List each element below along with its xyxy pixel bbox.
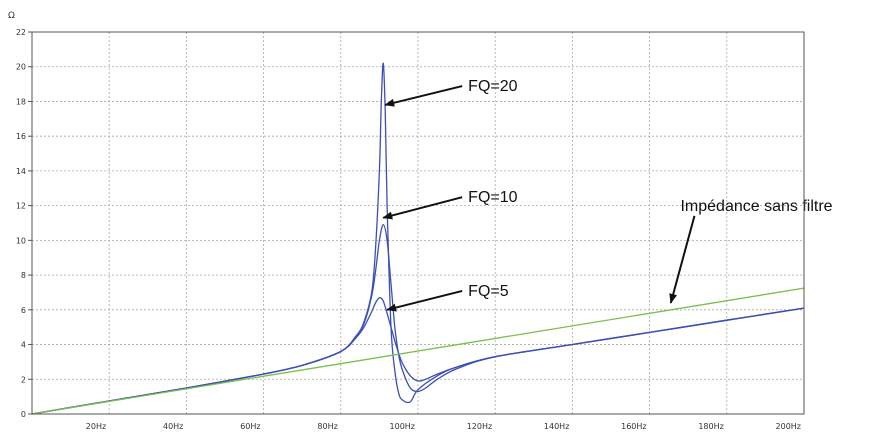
annotation-label: FQ=20	[468, 78, 517, 95]
series-line-impedance-sans-filtre	[31, 287, 805, 415]
y-tick-label: 4	[21, 341, 26, 350]
annotation-arrow	[382, 196, 463, 220]
y-tick-label: 10	[16, 236, 26, 245]
annotation-label: Impédance sans filtre	[680, 198, 832, 215]
y-tick-label: 0	[21, 410, 26, 419]
x-tick-label: 160Hz	[621, 422, 646, 431]
annotation-label: FQ=10	[468, 189, 517, 206]
y-tick-label: 20	[16, 63, 26, 72]
annotations: FQ=20 FQ=10 FQ=5 Impédance sans filtre	[382, 78, 833, 312]
x-tick-label: 40Hz	[163, 422, 183, 431]
annotation-arrow	[384, 85, 463, 107]
y-tick-label: 6	[21, 306, 26, 315]
y-unit-label: Ω	[8, 11, 15, 21]
y-tick-label: 2	[21, 375, 26, 384]
x-tick-label: 120Hz	[467, 422, 492, 431]
y-tick-label: 22	[16, 28, 26, 37]
x-tick-label: 180Hz	[698, 422, 723, 431]
x-tick-label: 20Hz	[86, 422, 106, 431]
y-tick-label: 18	[16, 97, 26, 106]
y-tick-label: 8	[21, 271, 26, 280]
annotation-arrow	[386, 289, 463, 312]
y-tick-label: 16	[16, 132, 26, 141]
annotation-arrow	[669, 215, 696, 304]
y-tick-label: 14	[16, 167, 26, 176]
annotation-label: FQ=5	[468, 283, 509, 300]
axis-ticks: 20Hz 40Hz 60Hz 80Hz 100Hz 120Hz 140Hz 160Hz 180H…	[16, 28, 801, 431]
x-tick-label: 60Hz	[240, 422, 260, 431]
x-tick-label: 200Hz	[776, 422, 801, 431]
series	[31, 62, 805, 415]
plot-frame	[31, 31, 805, 415]
x-tick-label: 80Hz	[317, 422, 337, 431]
grid	[32, 32, 804, 414]
x-tick-label: 140Hz	[544, 422, 569, 431]
y-tick-label: 12	[16, 202, 26, 211]
x-tick-label: 100Hz	[390, 422, 415, 431]
series-line-fq-5	[31, 297, 805, 415]
